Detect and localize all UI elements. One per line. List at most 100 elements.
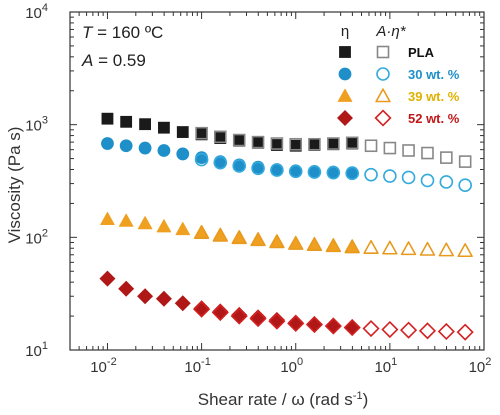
data-point-eta bbox=[118, 213, 134, 227]
y-tick-label: 104 bbox=[25, 2, 48, 22]
data-point-aeta bbox=[289, 137, 303, 151]
data-point-eta bbox=[118, 280, 135, 297]
y-axis-label: Viscosity (Pa s) bbox=[5, 127, 24, 244]
data-point-eta bbox=[137, 288, 154, 305]
data-point-eta bbox=[156, 219, 172, 233]
plot-frame bbox=[69, 11, 485, 351]
series-triangle bbox=[100, 211, 473, 258]
data-point-aeta bbox=[324, 317, 342, 335]
data-point-aeta bbox=[230, 307, 248, 325]
y-tick-label: 101 bbox=[25, 340, 48, 360]
legend-marker-eta bbox=[337, 110, 353, 126]
legend-label: 30 wt. % bbox=[408, 67, 460, 82]
data-point-aeta bbox=[268, 312, 286, 330]
data-point-aeta bbox=[213, 155, 228, 170]
data-point-aeta bbox=[327, 137, 340, 150]
annotation-temperature: T = 160 ºC bbox=[82, 23, 163, 42]
data-point-aeta bbox=[288, 164, 303, 179]
data-point-eta bbox=[100, 211, 115, 226]
data-point-eta bbox=[250, 309, 267, 326]
data-point-eta bbox=[176, 147, 190, 161]
data-point-aeta bbox=[194, 152, 209, 167]
data-point-aeta bbox=[344, 239, 360, 254]
data-point-aeta bbox=[364, 167, 378, 182]
data-point-aeta bbox=[383, 169, 397, 183]
data-point-aeta bbox=[269, 234, 285, 249]
x-tick-label: 100 bbox=[280, 356, 303, 376]
data-point-aeta bbox=[382, 240, 398, 255]
data-point-aeta bbox=[249, 310, 267, 328]
data-point-eta bbox=[346, 137, 359, 150]
data-point-eta bbox=[325, 317, 342, 334]
data-point-aeta bbox=[287, 314, 305, 333]
data-point-eta bbox=[327, 138, 340, 151]
data-point-aeta bbox=[402, 144, 415, 157]
data-point-aeta bbox=[400, 321, 418, 339]
x-axis-label: Shear rate / ω (rad s-1) bbox=[198, 390, 368, 409]
data-point-aeta bbox=[381, 320, 399, 339]
series-diamond bbox=[99, 270, 474, 341]
legend-marker-eta bbox=[337, 88, 353, 102]
data-point-eta bbox=[158, 121, 170, 134]
data-point-aeta bbox=[250, 232, 266, 247]
data-point-aeta bbox=[456, 323, 474, 341]
data-point-aeta bbox=[193, 224, 210, 239]
data-point-aeta bbox=[231, 230, 247, 245]
data-point-aeta bbox=[438, 242, 455, 257]
data-point-aeta bbox=[400, 241, 417, 256]
data-point-aeta bbox=[270, 163, 284, 177]
data-point-aeta bbox=[193, 300, 211, 318]
data-point-aeta bbox=[457, 243, 473, 258]
data-point-aeta bbox=[401, 170, 416, 185]
data-point-eta bbox=[306, 316, 323, 333]
legend-marker-aeta bbox=[374, 109, 392, 127]
data-point-eta bbox=[268, 311, 285, 328]
data-point-aeta bbox=[439, 175, 454, 189]
legend-marker-eta bbox=[338, 67, 352, 81]
annotation-amplitude: A = 0.59 bbox=[81, 51, 146, 70]
legend-header-aeta: A·η* bbox=[375, 23, 406, 40]
data-point-eta bbox=[287, 314, 304, 331]
data-point-aeta bbox=[212, 227, 228, 242]
x-tick-label: 10-2 bbox=[90, 356, 116, 376]
data-point-aeta bbox=[362, 319, 380, 338]
data-point-eta bbox=[119, 139, 133, 153]
data-point-aeta bbox=[232, 133, 246, 147]
data-point-eta bbox=[231, 306, 248, 323]
data-point-eta bbox=[252, 136, 264, 149]
data-point-eta bbox=[174, 295, 191, 312]
data-point-eta bbox=[176, 126, 189, 138]
data-point-aeta bbox=[345, 166, 360, 181]
data-point-aeta bbox=[440, 151, 453, 164]
data-point-aeta bbox=[308, 137, 321, 151]
data-point-eta bbox=[139, 118, 151, 131]
data-point-aeta bbox=[383, 141, 397, 155]
data-point-eta bbox=[344, 319, 361, 335]
data-point-aeta bbox=[363, 239, 379, 254]
data-point-eta bbox=[101, 137, 114, 150]
data-point-eta bbox=[101, 112, 114, 125]
data-point-eta bbox=[137, 216, 153, 230]
data-point-aeta bbox=[326, 165, 341, 180]
data-point-aeta bbox=[251, 161, 265, 176]
y-tick-label: 102 bbox=[25, 227, 48, 247]
data-point-aeta bbox=[458, 155, 472, 168]
legend-label: PLA bbox=[408, 45, 435, 60]
legend-header-eta: η bbox=[341, 23, 349, 40]
data-point-aeta bbox=[458, 178, 472, 193]
data-point-eta bbox=[308, 139, 321, 151]
data-point-aeta bbox=[306, 237, 323, 252]
legend: η A·η*PLA 30 wt. % 39 wt. % 52 wt. % bbox=[337, 23, 460, 127]
series-square bbox=[101, 112, 472, 168]
data-point-eta bbox=[138, 141, 152, 155]
legend-label: 39 wt. % bbox=[408, 89, 460, 104]
data-point-aeta bbox=[345, 136, 359, 150]
data-point-aeta bbox=[419, 241, 436, 256]
data-point-aeta bbox=[418, 322, 437, 340]
data-point-aeta bbox=[307, 165, 322, 179]
data-point-aeta bbox=[437, 322, 455, 341]
data-point-eta bbox=[157, 144, 171, 157]
data-point-eta bbox=[155, 290, 172, 307]
legend-label: 52 wt. % bbox=[408, 111, 460, 126]
